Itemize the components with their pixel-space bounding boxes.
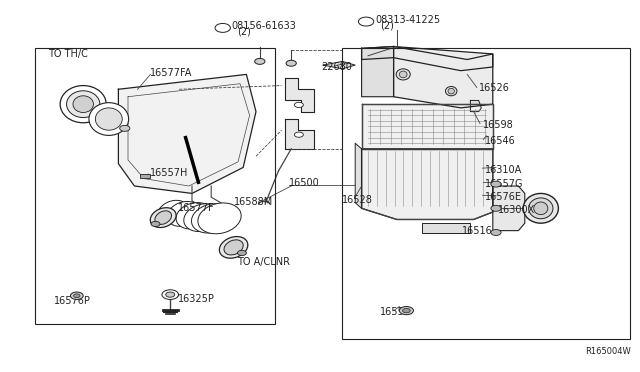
- Text: 16528: 16528: [342, 195, 373, 205]
- Ellipse shape: [167, 202, 200, 226]
- Circle shape: [166, 292, 175, 297]
- Bar: [35, 48, 275, 324]
- Text: 22680: 22680: [321, 62, 352, 72]
- Ellipse shape: [95, 108, 122, 130]
- Ellipse shape: [448, 88, 454, 94]
- Circle shape: [403, 308, 410, 313]
- Ellipse shape: [60, 86, 106, 123]
- Circle shape: [491, 230, 501, 235]
- Polygon shape: [394, 46, 493, 108]
- Text: 16500: 16500: [289, 179, 320, 188]
- Bar: [140, 174, 150, 178]
- Circle shape: [491, 181, 501, 187]
- Text: 16526: 16526: [479, 83, 509, 93]
- Ellipse shape: [529, 198, 553, 219]
- Text: 16557: 16557: [380, 308, 411, 317]
- Text: 08313-41225: 08313-41225: [375, 15, 440, 25]
- Ellipse shape: [184, 204, 222, 231]
- Text: TO TH/C: TO TH/C: [48, 49, 88, 59]
- Ellipse shape: [191, 204, 232, 233]
- Circle shape: [162, 290, 179, 299]
- Polygon shape: [362, 46, 493, 71]
- Ellipse shape: [176, 203, 212, 229]
- Ellipse shape: [445, 86, 457, 96]
- Circle shape: [294, 132, 303, 137]
- Polygon shape: [470, 100, 481, 112]
- Circle shape: [358, 17, 374, 26]
- Text: 16300X: 16300X: [498, 205, 535, 215]
- Bar: [422, 223, 470, 232]
- Circle shape: [151, 221, 160, 227]
- Ellipse shape: [67, 91, 100, 118]
- Circle shape: [255, 58, 265, 64]
- Text: 16325P: 16325P: [178, 294, 215, 304]
- Text: (2): (2): [380, 20, 394, 30]
- Ellipse shape: [523, 193, 558, 223]
- Circle shape: [294, 102, 303, 108]
- Bar: [342, 48, 630, 339]
- Polygon shape: [285, 119, 314, 149]
- Polygon shape: [118, 74, 256, 193]
- Text: 16576E: 16576E: [484, 192, 522, 202]
- Polygon shape: [285, 78, 314, 112]
- Circle shape: [286, 60, 296, 66]
- Ellipse shape: [73, 96, 93, 112]
- Ellipse shape: [89, 103, 129, 135]
- Polygon shape: [362, 149, 493, 219]
- Ellipse shape: [150, 208, 176, 228]
- Ellipse shape: [155, 211, 172, 224]
- Text: 08156-61633: 08156-61633: [232, 21, 296, 31]
- Text: 16546: 16546: [485, 137, 516, 146]
- Circle shape: [120, 125, 130, 131]
- Text: 16588M: 16588M: [234, 198, 273, 207]
- Ellipse shape: [220, 237, 248, 258]
- Text: B: B: [220, 25, 225, 31]
- Circle shape: [70, 292, 83, 299]
- Polygon shape: [493, 186, 525, 231]
- Circle shape: [491, 205, 501, 211]
- Text: 16516: 16516: [462, 226, 493, 235]
- Text: 16577F: 16577F: [178, 203, 214, 213]
- Polygon shape: [323, 61, 355, 69]
- Ellipse shape: [396, 69, 410, 80]
- Polygon shape: [362, 104, 493, 149]
- Circle shape: [399, 307, 413, 315]
- Polygon shape: [355, 143, 362, 208]
- Ellipse shape: [224, 240, 243, 255]
- Text: R165004W: R165004W: [585, 347, 630, 356]
- Polygon shape: [362, 46, 394, 97]
- Text: 16557G: 16557G: [484, 179, 523, 189]
- Text: S: S: [364, 19, 369, 25]
- Circle shape: [215, 23, 230, 32]
- Text: 16576P: 16576P: [54, 296, 92, 305]
- Text: (2): (2): [237, 26, 251, 36]
- Circle shape: [74, 294, 80, 298]
- Text: 16598: 16598: [483, 120, 513, 129]
- Ellipse shape: [399, 71, 407, 78]
- Text: 16577FA: 16577FA: [150, 68, 193, 77]
- Ellipse shape: [157, 201, 188, 224]
- Ellipse shape: [534, 202, 548, 215]
- Circle shape: [237, 250, 246, 256]
- Ellipse shape: [198, 203, 241, 234]
- Text: TO A/CLNR: TO A/CLNR: [237, 257, 290, 267]
- Text: 16557H: 16557H: [150, 168, 189, 178]
- Text: 16310A: 16310A: [484, 165, 522, 175]
